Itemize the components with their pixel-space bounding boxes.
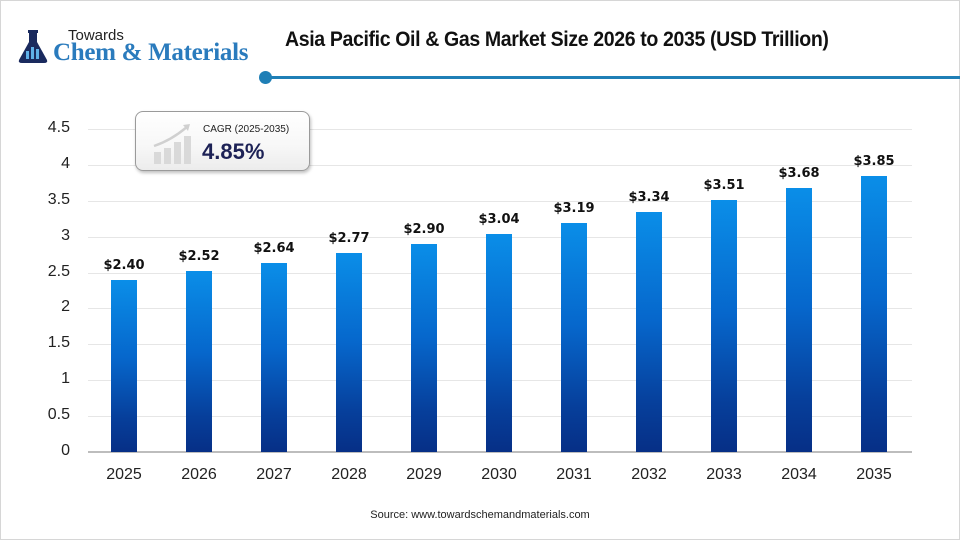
- bar-2034: [786, 187, 812, 452]
- brand-logo: Towards Chem & Materials: [16, 24, 256, 68]
- bar-value-label: $2.77: [328, 231, 370, 247]
- y-tick-label: 3.5: [47, 190, 70, 208]
- y-tick-label: 4.5: [47, 119, 70, 136]
- x-tick-label: 2034: [781, 466, 817, 483]
- bar-2025: [111, 279, 137, 452]
- x-tick-label: 2031: [556, 466, 592, 483]
- y-tick-label: 2: [61, 298, 70, 316]
- title-underline: [266, 76, 960, 79]
- x-tick-label: 2027: [256, 466, 292, 483]
- bar-2029: [411, 243, 437, 452]
- bar-value-label: $2.40: [103, 257, 145, 273]
- cagr-label: CAGR (2025-2035): [203, 124, 290, 135]
- x-tick-label: 2026: [181, 466, 217, 483]
- bar-value-label: $3.51: [703, 178, 745, 194]
- bar-2026: [186, 271, 212, 452]
- y-tick-label: 0: [61, 442, 70, 459]
- bar-value-label: $3.85: [853, 153, 895, 169]
- x-axis-line: [88, 451, 912, 453]
- x-tick-label: 2032: [631, 466, 667, 483]
- bar-2035: [861, 175, 887, 452]
- cagr-callout: CAGR (2025-2035) 4.85%: [135, 111, 310, 171]
- y-tick-label: 3: [61, 226, 70, 244]
- bar-value-label: $3.34: [628, 190, 670, 206]
- x-tick-label: 2030: [481, 466, 517, 483]
- flask-chart-icon: [18, 30, 48, 63]
- logo-top-text: Towards: [68, 27, 124, 44]
- y-tick-label: 1: [61, 370, 70, 388]
- bar-2030: [486, 233, 512, 452]
- logo-main-text: Chem & Materials: [53, 39, 249, 66]
- bar-value-label: $2.64: [253, 240, 295, 256]
- bar-2033: [711, 200, 737, 452]
- y-tick-label: 2.5: [47, 262, 70, 280]
- y-tick-label: 0.5: [47, 406, 70, 424]
- bar-value-label: $3.68: [778, 165, 820, 181]
- bar-value-label: $2.90: [403, 221, 445, 237]
- gridline: [88, 164, 912, 166]
- gridline: [88, 129, 912, 130]
- y-tick-label: 1.5: [47, 334, 70, 352]
- x-tick-label: 2025: [106, 466, 142, 483]
- x-tick-label: 2029: [406, 466, 442, 483]
- bar-2032: [636, 212, 662, 452]
- bar-value-label: $3.04: [478, 211, 520, 227]
- gridline: [88, 200, 912, 202]
- x-tick-label: 2033: [706, 466, 742, 483]
- bar-value-label: $3.19: [553, 201, 595, 217]
- growth-chart-icon: [153, 124, 191, 164]
- bar-2031: [561, 223, 587, 452]
- bar-value-label: $2.52: [178, 249, 220, 265]
- cagr-value: 4.85%: [202, 139, 265, 164]
- title-underline-dot: [259, 71, 272, 84]
- x-tick-label: 2035: [856, 466, 892, 483]
- bar-2027: [261, 262, 287, 452]
- bar-2028: [336, 253, 362, 452]
- x-tick-label: 2028: [331, 466, 367, 483]
- y-tick-label: 4: [61, 154, 70, 172]
- source-note: Source: www.towardschemandmaterials.com: [370, 509, 590, 521]
- chart-title: Asia Pacific Oil & Gas Market Size 2026 …: [285, 28, 829, 51]
